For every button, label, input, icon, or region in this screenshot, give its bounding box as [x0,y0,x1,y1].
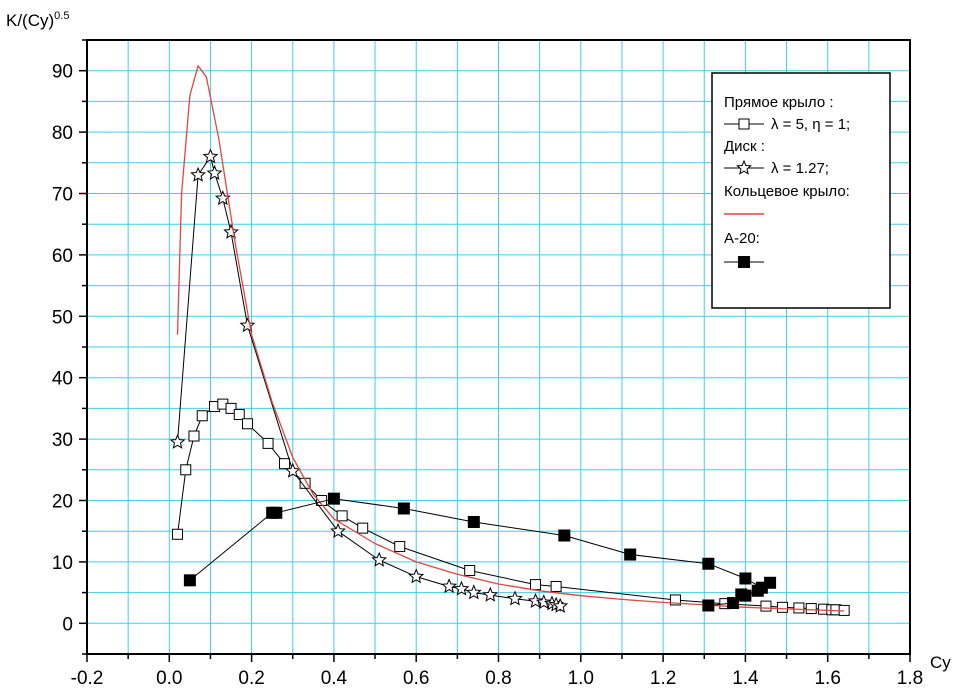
open-square-marker [464,564,476,576]
y-tick-label: 70 [52,185,73,206]
open-star-marker [453,580,470,596]
open-star-marker [552,597,569,613]
x-tick-label: 0.2 [238,668,264,689]
filled-square-marker [735,588,748,601]
open-star-marker [190,166,207,182]
y-tick-label: 80 [52,123,73,144]
filled-square-marker [702,599,715,612]
open-square-marker [188,430,200,442]
open-square-marker [530,579,542,591]
open-star-marker [206,164,223,180]
open-star-marker [441,578,458,594]
open-star-marker [223,223,239,239]
y-axis-title-exponent: 0.5 [54,10,69,22]
series-open-star [169,148,569,613]
x-tick-label: 1.2 [650,668,676,689]
open-star-marker [202,148,219,164]
open-star-marker [535,594,552,610]
open-square-marker [776,601,788,613]
filled-square-marker [727,597,740,610]
legend-marker-open-star [724,159,764,175]
y-tick-label: 60 [52,246,73,267]
filled-square-marker [739,572,752,585]
open-square-marker [262,437,274,449]
open-star-marker [527,592,544,608]
open-star-marker [465,584,482,600]
filled-square-marker [702,557,715,570]
y-tick-label: 0 [62,614,73,635]
open-square-marker [394,541,406,553]
series-layer [169,65,850,616]
open-star-marker [736,159,752,175]
x-tick-label: -0.2 [71,668,104,689]
y-tick-label: 90 [52,62,73,83]
y-tick-label: 20 [52,492,73,513]
open-square-marker [738,118,750,130]
open-square-marker [172,528,184,540]
open-star-marker [330,522,346,538]
open-square-marker [279,458,291,470]
open-square-marker [793,602,805,614]
legend-label-disk: Диск : [724,138,765,155]
x-tick-label: 1.0 [568,668,594,689]
open-square-marker [357,522,369,534]
legend-label-straight-wing: Прямое крыло : [724,94,834,111]
ticks-layer: -0.2 0.0 0.2 0.4 0.6 0.8 1.0 1.2 1.4 1.6 1.8 0 10 20 3… [52,39,923,689]
y-tick-label: 40 [52,369,73,390]
legend: Прямое крыло : λ = 5, η = 1; Диск : λ = … [711,72,891,309]
filled-square-marker [558,529,571,542]
open-star-marker [371,551,388,567]
open-star-marker [284,462,301,478]
open-star-marker [169,433,186,449]
filled-square-marker [764,576,777,589]
filled-square-marker [270,506,283,519]
open-square-marker [550,580,562,592]
x-tick-label: 1.4 [732,668,759,689]
x-tick-label: 0.0 [156,668,182,689]
filled-square-marker [751,584,764,597]
legend-marker-open-square [724,118,764,130]
legend-label-straight-wing-params: λ = 5, η = 1; [771,116,850,133]
legend-marker-filled-square [724,256,764,268]
filled-square-marker [467,515,480,528]
open-star-marker [239,317,256,333]
filled-square-marker [624,548,637,561]
x-tick-label: 0.6 [403,668,429,689]
open-star-marker [507,590,523,606]
open-star-marker [482,586,499,602]
x-tick-label: 1.8 [897,668,923,689]
filled-square-marker [738,256,750,268]
y-tick-label: 10 [52,553,73,574]
open-square-marker [233,409,245,421]
y-tick-label: 30 [52,430,73,451]
legend-box [711,72,891,309]
filled-square-marker [183,574,196,587]
open-square-marker [180,464,192,476]
open-star-marker [408,568,425,584]
series-filled-square [183,492,777,612]
open-square-marker [805,603,817,615]
open-square-marker [225,402,237,414]
x-axis-title: Cy [930,653,951,672]
filled-square-marker [397,502,410,515]
open-square-marker [196,410,208,422]
open-square-marker [241,418,253,430]
y-tick-label: 50 [52,307,73,328]
open-square-marker [669,594,681,606]
legend-label-a20: А-20: [724,230,760,247]
y-axis-title-base: K/(Cy) [6,11,54,30]
open-square-marker [760,600,772,612]
plot-frame [86,39,911,655]
x-tick-label: 0.4 [321,668,348,689]
y-axis-title: K/(Cy)0.5 [6,10,69,30]
legend-label-ring-wing: Кольцевое крыло: [724,183,850,200]
x-tick-label: 0.8 [485,668,511,689]
x-tick-label: 1.6 [814,668,840,689]
filled-square-marker [327,492,340,505]
legend-label-disk-params: λ = 1.27; [771,160,829,177]
open-square-marker [336,510,348,522]
